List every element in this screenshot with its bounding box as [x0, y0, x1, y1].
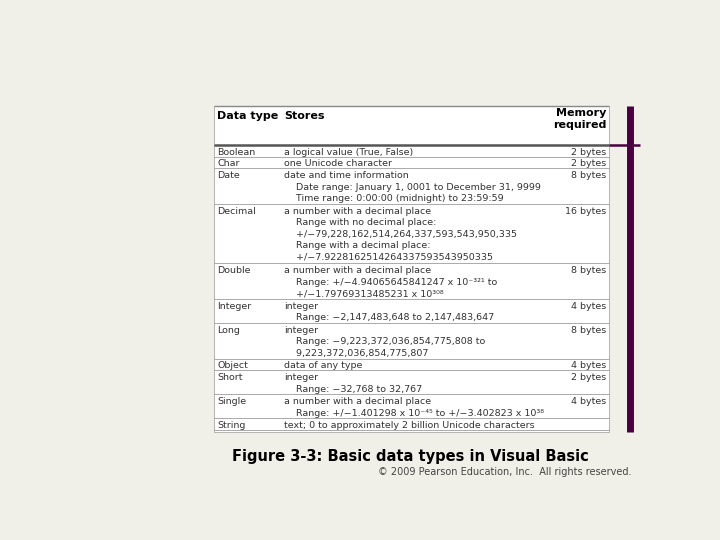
Text: 16 bytes: 16 bytes — [565, 207, 607, 216]
Text: integer
    Range: −2,147,483,648 to 2,147,483,647: integer Range: −2,147,483,648 to 2,147,4… — [284, 302, 495, 322]
Text: Char: Char — [217, 159, 240, 168]
Text: 4 bytes: 4 bytes — [572, 397, 607, 406]
Text: integer
    Range: −32,768 to 32,767: integer Range: −32,768 to 32,767 — [284, 373, 423, 394]
Text: Date: Date — [217, 171, 240, 180]
Text: Integer: Integer — [217, 302, 251, 311]
Text: a number with a decimal place
    Range with no decimal place:
    +/−79,228,162: a number with a decimal place Range with… — [284, 207, 517, 262]
Text: String: String — [217, 421, 246, 430]
Text: a number with a decimal place
    Range: +/−4.94065645841247 x 10⁻³²¹ to
    +/−: a number with a decimal place Range: +/−… — [284, 266, 498, 298]
Text: Object: Object — [217, 361, 248, 370]
Text: 2 bytes: 2 bytes — [572, 373, 607, 382]
Text: Single: Single — [217, 397, 246, 406]
Text: a number with a decimal place
    Range: +/−1.401298 x 10⁻⁴⁵ to +/−3.402823 x 10: a number with a decimal place Range: +/−… — [284, 397, 544, 417]
Text: 8 bytes: 8 bytes — [572, 266, 607, 275]
Text: Long: Long — [217, 326, 240, 335]
Text: Boolean: Boolean — [217, 147, 256, 157]
Text: Double: Double — [217, 266, 251, 275]
Text: data of any type: data of any type — [284, 361, 363, 370]
Text: Short: Short — [217, 373, 243, 382]
Text: Memory
required: Memory required — [554, 108, 607, 130]
Text: 2 bytes: 2 bytes — [572, 147, 607, 157]
Text: Data type: Data type — [217, 111, 279, 122]
Text: 8 bytes: 8 bytes — [572, 326, 607, 335]
Text: text; 0 to approximately 2 billion Unicode characters: text; 0 to approximately 2 billion Unico… — [284, 421, 535, 430]
Text: integer
    Range: −9,223,372,036,854,775,808 to
    9,223,372,036,854,775,807: integer Range: −9,223,372,036,854,775,80… — [284, 326, 485, 357]
Text: 4 bytes: 4 bytes — [572, 361, 607, 370]
Text: 2 bytes: 2 bytes — [572, 159, 607, 168]
Text: © 2009 Pearson Education, Inc.  All rights reserved.: © 2009 Pearson Education, Inc. All right… — [378, 467, 631, 477]
Text: Decimal: Decimal — [217, 207, 256, 216]
Text: date and time information
    Date range: January 1, 0001 to December 31, 9999
 : date and time information Date range: Ja… — [284, 171, 541, 203]
Text: Stores: Stores — [284, 111, 325, 122]
Text: one Unicode character: one Unicode character — [284, 159, 392, 168]
Text: 8 bytes: 8 bytes — [572, 171, 607, 180]
FancyBboxPatch shape — [214, 106, 609, 431]
Text: 4 bytes: 4 bytes — [572, 302, 607, 311]
Text: a logical value (True, False): a logical value (True, False) — [284, 147, 413, 157]
Text: Figure 3-3: Basic data types in Visual Basic: Figure 3-3: Basic data types in Visual B… — [233, 449, 589, 464]
